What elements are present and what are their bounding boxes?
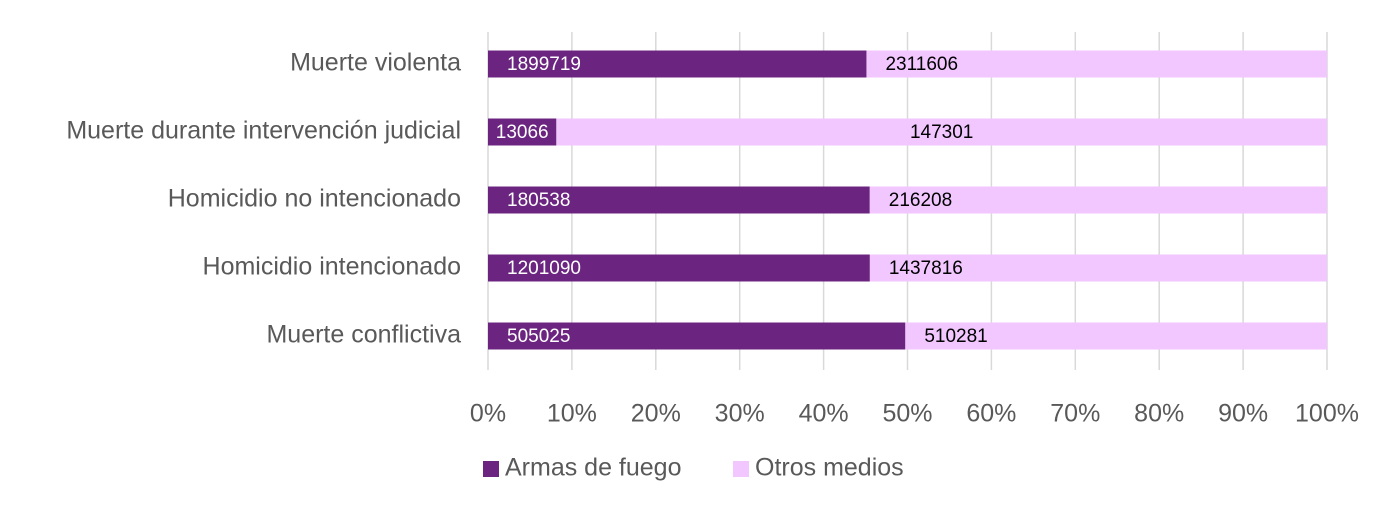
bar-segment xyxy=(869,186,1327,214)
x-tick-label: 70% xyxy=(1050,400,1100,428)
category-label: Muerte conflictiva xyxy=(266,321,461,349)
data-label: 216208 xyxy=(889,190,952,211)
data-label: 2311606 xyxy=(885,54,958,75)
data-label: 180538 xyxy=(507,190,570,211)
data-label: 147301 xyxy=(910,122,973,143)
data-label: 13066 xyxy=(496,122,549,143)
data-label: 510281 xyxy=(924,326,987,347)
data-label: 1201090 xyxy=(507,258,581,279)
bar-segment xyxy=(869,254,1327,282)
bar-segment xyxy=(866,50,1327,78)
legend-label: Otros medios xyxy=(755,454,904,482)
x-tick-label: 90% xyxy=(1218,400,1268,428)
data-label: 1899719 xyxy=(507,54,581,75)
category-label: Muerte violenta xyxy=(290,49,461,77)
x-tick-label: 20% xyxy=(631,400,681,428)
x-tick-label: 80% xyxy=(1134,400,1184,428)
x-tick-label: 10% xyxy=(547,400,597,428)
category-label: Homicidio no intencionado xyxy=(168,185,461,213)
x-axis-ticks: 0% 10% 20% 30% 40% 50% 60% 70% 80% 90% 100% xyxy=(470,400,1359,428)
category-label: Muerte durante intervención judicial xyxy=(66,117,461,145)
legend-swatch xyxy=(483,461,499,477)
bars: 1899719 2311606 13066 147301 180538 216208 120… xyxy=(488,50,1327,350)
bar-segment xyxy=(488,322,906,350)
x-tick-label: 100% xyxy=(1295,400,1359,428)
x-tick-label: 40% xyxy=(799,400,849,428)
bar-segment xyxy=(488,186,870,214)
legend: Armas de fuego Otros medios xyxy=(483,454,904,482)
legend-swatch xyxy=(733,461,749,477)
category-labels: Muerte violenta Muerte durante intervenci… xyxy=(66,49,461,349)
category-label: Homicidio intencionado xyxy=(203,253,461,281)
x-tick-label: 30% xyxy=(715,400,765,428)
x-tick-label: 50% xyxy=(882,400,932,428)
bar-segment xyxy=(488,254,870,282)
bar-segment xyxy=(556,118,1327,146)
bar-segment xyxy=(488,50,867,78)
bar-segment xyxy=(905,322,1327,350)
data-label: 505025 xyxy=(507,326,570,347)
x-tick-label: 60% xyxy=(966,400,1016,428)
x-tick-label: 0% xyxy=(470,400,506,428)
data-label: 1437816 xyxy=(889,258,963,279)
legend-label: Armas de fuego xyxy=(505,454,682,482)
bar-segment xyxy=(488,118,557,146)
